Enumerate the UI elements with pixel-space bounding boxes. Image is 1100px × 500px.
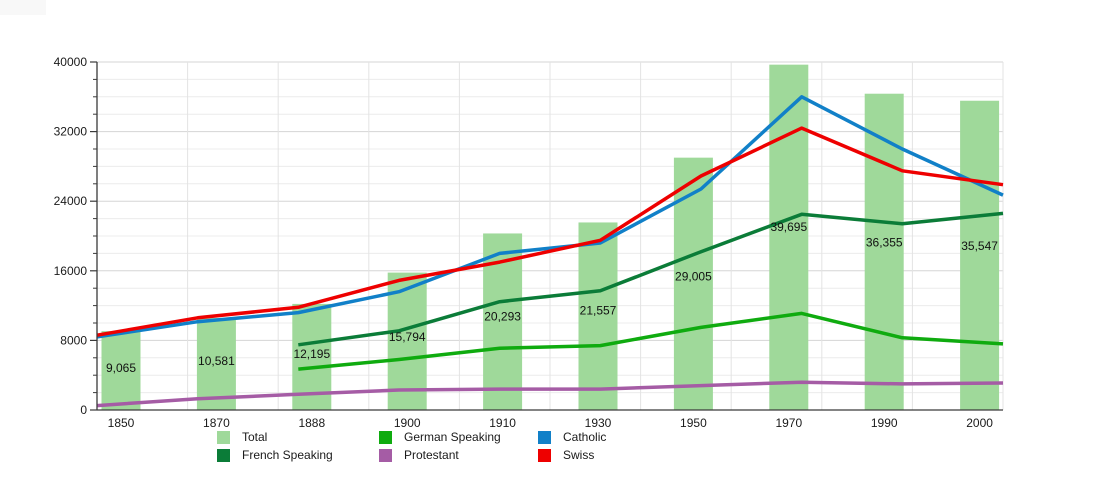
bar-label-1910: 20,293: [484, 309, 521, 323]
x-axis-label-1870: 1870: [203, 416, 230, 430]
legend-item-swiss: Swiss: [538, 449, 606, 462]
y-axis-label-8000: 8000: [60, 333, 87, 347]
bar-label-1900: 15,794: [389, 330, 426, 344]
bar-label-1990: 36,355: [866, 235, 903, 249]
bar-2000: [960, 100, 1000, 411]
y-axis-label-0: 0: [80, 403, 87, 417]
screenshot-artifact: [0, 0, 46, 15]
line-french-speaking: [298, 211, 1004, 347]
bar-label-1850: 9,065: [106, 361, 136, 375]
bar-1970: [769, 64, 809, 410]
legend-item-protestant: Protestant: [379, 449, 538, 462]
legend-swatch-catholic: [538, 431, 551, 444]
line-swiss: [96, 126, 1004, 337]
legend-item-total: Total: [217, 431, 379, 444]
bar-label-1870: 10,581: [198, 354, 235, 368]
y-axis-label-16000: 16000: [54, 264, 88, 278]
x-axis-label-1900: 1900: [394, 416, 421, 430]
y-axis-label-32000: 32000: [54, 125, 88, 139]
x-axis-label-1888: 1888: [298, 416, 325, 430]
bar-1850: [101, 331, 141, 410]
x-axis-label-1990: 1990: [871, 416, 898, 430]
bar-label-1888: 12,195: [293, 347, 330, 361]
bar-1950: [673, 157, 713, 410]
legend-label-swiss: Swiss: [563, 448, 595, 462]
legend-swatch-protestant: [379, 449, 392, 462]
line-catholic: [96, 95, 1004, 339]
x-axis-label-2000: 2000: [966, 416, 993, 430]
legend-label-protestant: Protestant: [404, 448, 459, 462]
legend-swatch-german-speaking: [379, 431, 392, 444]
legend-label-french-speaking: French Speaking: [242, 448, 333, 462]
x-axis-label-1970: 1970: [775, 416, 802, 430]
legend-item-german-speaking: German Speaking: [379, 431, 538, 444]
legend-swatch-french-speaking: [217, 449, 230, 462]
bar-label-1950: 29,005: [675, 269, 712, 283]
legend-swatch-total: [217, 431, 230, 444]
line-german-speaking: [298, 311, 1004, 371]
x-axis-label-1910: 1910: [489, 416, 516, 430]
legend-label-catholic: Catholic: [563, 430, 607, 444]
chart-legend: Total German Speaking Catholic French Sp…: [217, 431, 606, 462]
bar-label-1970: 39,695: [770, 220, 807, 234]
y-axis-label-40000: 40000: [54, 55, 88, 69]
bar-1930: [578, 222, 618, 410]
y-axis-label-24000: 24000: [54, 194, 88, 208]
x-axis-label-1930: 1930: [585, 416, 612, 430]
bar-1900: [387, 272, 427, 410]
line-protestant: [96, 380, 1004, 408]
bar-label-2000: 35,547: [961, 239, 998, 253]
bar-label-1930: 21,557: [580, 304, 617, 318]
x-axis-label-1950: 1950: [680, 416, 707, 430]
x-axis-label-1850: 1850: [108, 416, 135, 430]
legend-label-total: Total: [242, 430, 268, 444]
legend-item-french-speaking: French Speaking: [217, 449, 379, 462]
bar-1870: [196, 317, 236, 410]
legend-swatch-swiss: [538, 449, 551, 462]
legend-label-german-speaking: German Speaking: [404, 430, 501, 444]
legend-item-catholic: Catholic: [538, 431, 606, 444]
